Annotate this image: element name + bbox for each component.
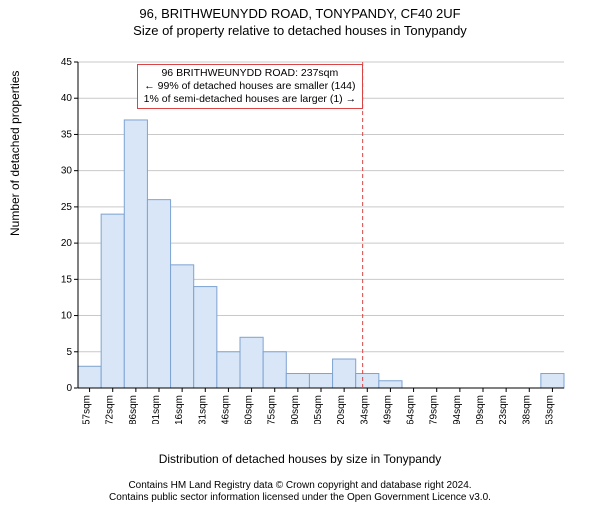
x-axis-caption: Distribution of detached houses by size … [0, 452, 600, 466]
svg-text:249sqm: 249sqm [382, 395, 393, 424]
svg-text:309sqm: 309sqm [475, 395, 486, 424]
svg-text:30: 30 [61, 166, 73, 177]
svg-text:323sqm: 323sqm [498, 395, 509, 424]
svg-text:35: 35 [61, 129, 73, 140]
svg-text:264sqm: 264sqm [406, 395, 417, 424]
svg-text:40: 40 [61, 93, 73, 104]
chart-area: 0 5 10 15 20 25 30 35 40 45 57sqm 72sqm 86sqm 101sqm 1… [60, 54, 572, 424]
svg-text:294sqm: 294sqm [452, 395, 463, 424]
attribution-line-2: Contains public sector information licen… [0, 492, 600, 504]
page-subtitle: Size of property relative to detached ho… [0, 23, 600, 38]
annotation-line: ← 99% of detached houses are smaller (14… [144, 80, 356, 93]
attribution-text: Contains HM Land Registry data © Crown c… [0, 480, 600, 504]
svg-text:175sqm: 175sqm [267, 395, 278, 424]
svg-text:205sqm: 205sqm [313, 395, 324, 424]
svg-text:353sqm: 353sqm [544, 395, 555, 424]
svg-text:10: 10 [61, 311, 73, 322]
annotation-box: 96 BRITHWEUNYDD ROAD: 237sqm← 99% of det… [137, 64, 363, 109]
page-title: 96, BRITHWEUNYDD ROAD, TONYPANDY, CF40 2… [0, 6, 600, 21]
svg-text:146sqm: 146sqm [220, 395, 231, 424]
svg-text:338sqm: 338sqm [521, 395, 532, 424]
svg-text:45: 45 [61, 57, 73, 68]
y-axis-label: Number of detached properties [8, 71, 22, 236]
attribution-line-1: Contains HM Land Registry data © Crown c… [0, 480, 600, 492]
svg-text:0: 0 [66, 383, 72, 394]
svg-text:234sqm: 234sqm [359, 395, 370, 424]
svg-text:279sqm: 279sqm [429, 395, 440, 424]
svg-text:25: 25 [61, 202, 73, 213]
svg-text:101sqm: 101sqm [151, 395, 162, 424]
svg-text:190sqm: 190sqm [290, 395, 301, 424]
svg-text:160sqm: 160sqm [244, 395, 255, 424]
histogram-svg: 0 5 10 15 20 25 30 35 40 45 57sqm 72sqm 86sqm 101sqm 1… [60, 54, 572, 424]
annotation-line: 1% of semi-detached houses are larger (1… [144, 93, 356, 106]
svg-text:57sqm: 57sqm [82, 395, 93, 424]
svg-text:5: 5 [66, 347, 72, 358]
svg-text:15: 15 [61, 274, 73, 285]
svg-text:131sqm: 131sqm [197, 395, 208, 424]
svg-text:86sqm: 86sqm [128, 395, 139, 424]
annotation-line: 96 BRITHWEUNYDD ROAD: 237sqm [144, 67, 356, 80]
svg-text:116sqm: 116sqm [174, 395, 185, 424]
svg-text:72sqm: 72sqm [105, 395, 116, 424]
svg-text:220sqm: 220sqm [336, 395, 347, 424]
svg-text:20: 20 [61, 238, 73, 249]
